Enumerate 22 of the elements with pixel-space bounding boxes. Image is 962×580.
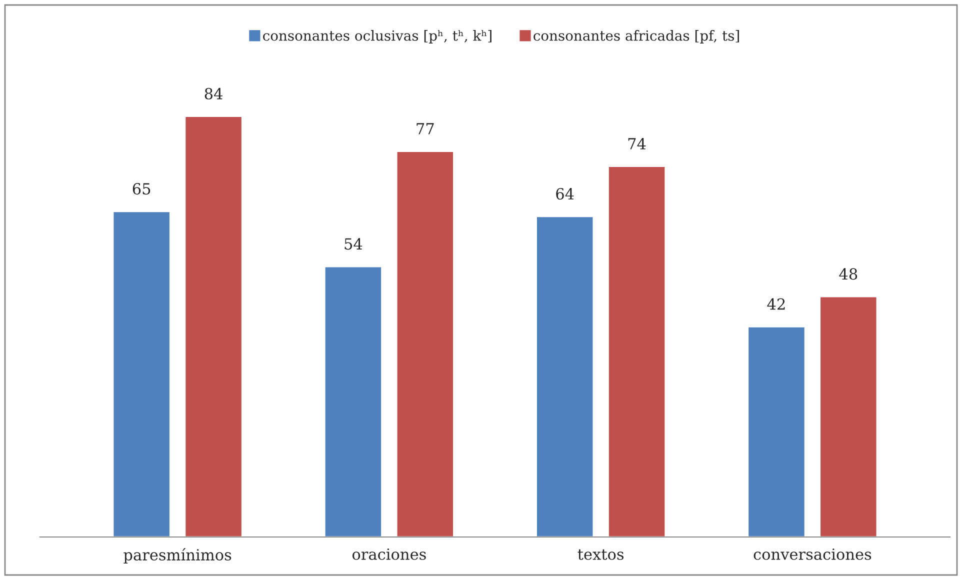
data-label: 65 [132, 183, 150, 195]
bar [747, 326, 806, 537]
data-label: 77 [416, 123, 434, 134]
bar [324, 266, 382, 537]
bar [112, 210, 171, 537]
legend-label: consonantes oclusivas [pʰ, tʰ, kʰ] [263, 30, 492, 44]
bar [396, 150, 454, 537]
bar [536, 216, 594, 537]
legend-label: consonantes africadas [pf, ts] [534, 30, 739, 44]
data-label: 42 [767, 298, 785, 310]
x-tick-label: textos [578, 549, 624, 560]
data-label: 48 [839, 268, 858, 280]
x-tick-label: paresmínimos [124, 548, 232, 564]
x-tick-label: conversaciones [754, 548, 872, 560]
bar [184, 116, 243, 537]
x-tick-label: oraciones [352, 548, 426, 560]
data-label: 74 [628, 138, 646, 150]
data-label: 54 [344, 238, 362, 250]
bar [608, 166, 666, 537]
data-label: 84 [204, 88, 222, 100]
data-label: 64 [556, 188, 574, 200]
bar [819, 296, 878, 537]
